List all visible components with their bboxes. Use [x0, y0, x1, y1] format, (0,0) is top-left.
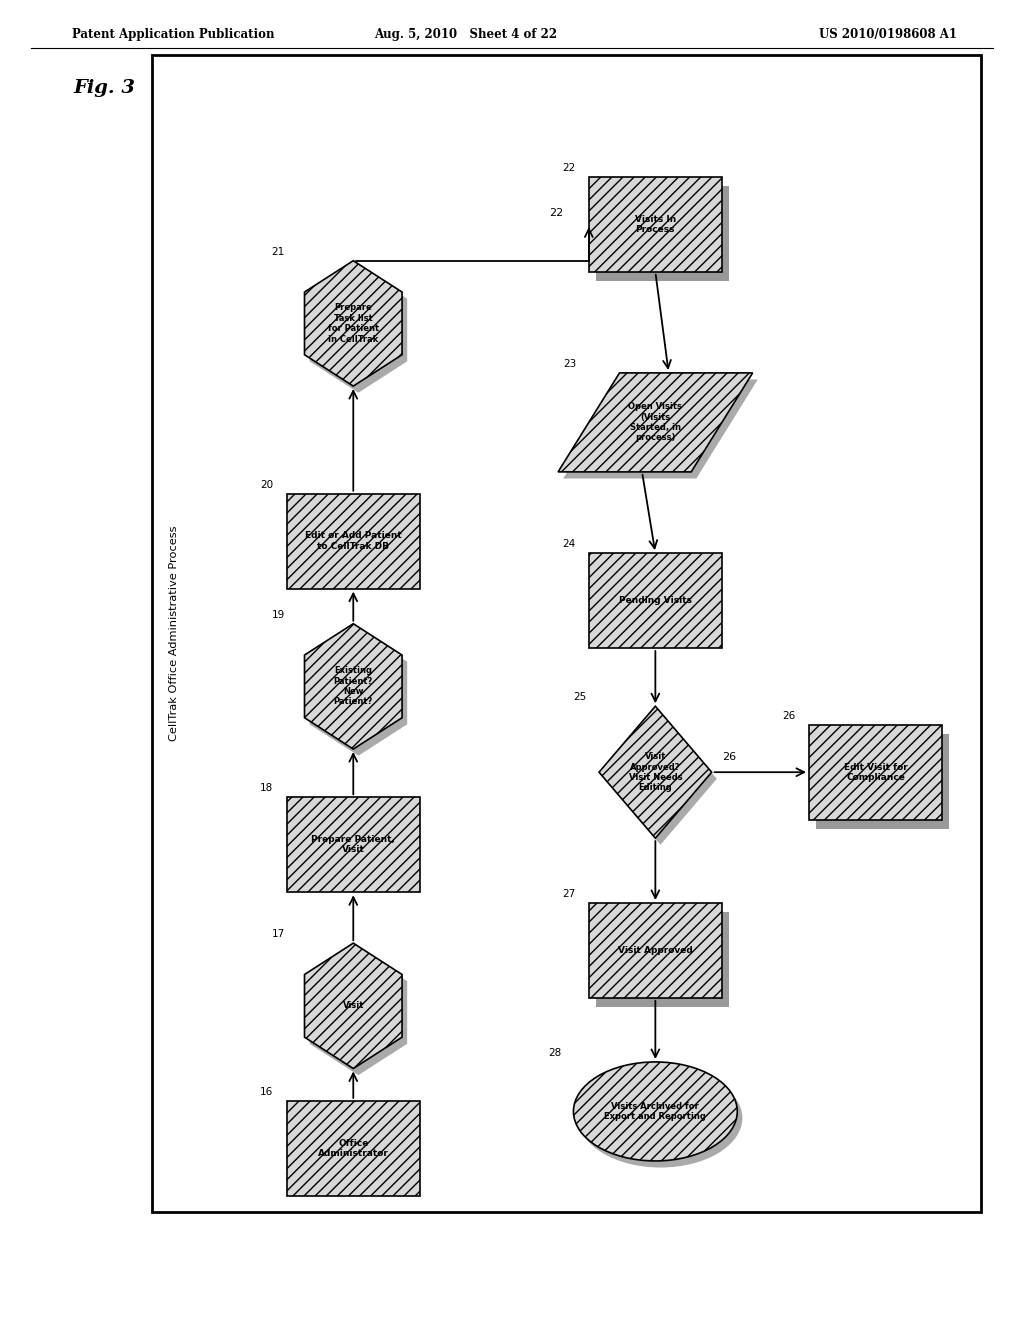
- Polygon shape: [309, 267, 408, 393]
- Text: Edit or Add Patient
to CellTrak DB: Edit or Add Patient to CellTrak DB: [305, 532, 401, 550]
- Text: 28: 28: [548, 1048, 561, 1059]
- FancyBboxPatch shape: [287, 494, 420, 589]
- FancyBboxPatch shape: [596, 186, 729, 281]
- FancyBboxPatch shape: [589, 903, 722, 998]
- Text: Prepare Patient,
Visit: Prepare Patient, Visit: [311, 836, 395, 854]
- FancyBboxPatch shape: [589, 553, 722, 648]
- Text: Open Visits
(Visits
Started, in
process): Open Visits (Visits Started, in process): [629, 403, 682, 442]
- Text: Pending Visits: Pending Visits: [618, 597, 692, 605]
- Polygon shape: [604, 713, 717, 845]
- FancyBboxPatch shape: [809, 725, 942, 820]
- FancyBboxPatch shape: [589, 177, 722, 272]
- Ellipse shape: [579, 1069, 742, 1167]
- FancyBboxPatch shape: [287, 1101, 420, 1196]
- Polygon shape: [304, 261, 402, 385]
- Text: Office
Administrator: Office Administrator: [317, 1139, 389, 1158]
- Text: 19: 19: [271, 610, 285, 620]
- Text: Aug. 5, 2010   Sheet 4 of 22: Aug. 5, 2010 Sheet 4 of 22: [375, 28, 557, 41]
- Text: 26: 26: [722, 751, 736, 762]
- Polygon shape: [304, 624, 402, 750]
- Polygon shape: [309, 950, 408, 1074]
- Text: Edit Visit for
Compliance: Edit Visit for Compliance: [844, 763, 907, 781]
- Text: 26: 26: [782, 710, 796, 721]
- Polygon shape: [304, 942, 402, 1069]
- FancyBboxPatch shape: [816, 734, 949, 829]
- Text: 25: 25: [573, 692, 587, 702]
- FancyBboxPatch shape: [596, 912, 729, 1007]
- Text: Visit: Visit: [343, 1002, 364, 1010]
- Text: 17: 17: [271, 929, 285, 940]
- Text: Visits In
Process: Visits In Process: [635, 215, 676, 234]
- Text: 24: 24: [562, 539, 575, 549]
- Text: 27: 27: [562, 888, 575, 899]
- Text: Visits Archived for
Export and Reporting: Visits Archived for Export and Reporting: [604, 1102, 707, 1121]
- Text: Prepare
Task list
for Patient
in CellTrak: Prepare Task list for Patient in CellTra…: [328, 304, 379, 343]
- Text: US 2010/0198608 A1: US 2010/0198608 A1: [819, 28, 957, 41]
- Polygon shape: [563, 380, 758, 478]
- Text: 23: 23: [563, 359, 577, 368]
- FancyBboxPatch shape: [287, 797, 420, 892]
- Text: Patent Application Publication: Patent Application Publication: [72, 28, 274, 41]
- Text: 16: 16: [260, 1086, 273, 1097]
- Text: Visit
Approved?
Visit Needs
Editing: Visit Approved? Visit Needs Editing: [629, 752, 682, 792]
- Text: Existing
Patient?
New
Patient?: Existing Patient? New Patient?: [334, 667, 373, 706]
- Text: CellTrak Office Administrative Process: CellTrak Office Administrative Process: [169, 525, 179, 742]
- Text: 22: 22: [549, 207, 563, 218]
- Text: 21: 21: [271, 247, 285, 256]
- Ellipse shape: [573, 1061, 737, 1162]
- Text: Visit Approved: Visit Approved: [618, 946, 692, 954]
- Text: 20: 20: [260, 479, 273, 490]
- Text: 22: 22: [562, 162, 575, 173]
- Polygon shape: [599, 706, 712, 838]
- Polygon shape: [309, 631, 408, 755]
- Text: Fig. 3: Fig. 3: [74, 79, 136, 98]
- FancyBboxPatch shape: [152, 55, 981, 1212]
- Text: 18: 18: [260, 783, 273, 793]
- Polygon shape: [558, 372, 753, 471]
